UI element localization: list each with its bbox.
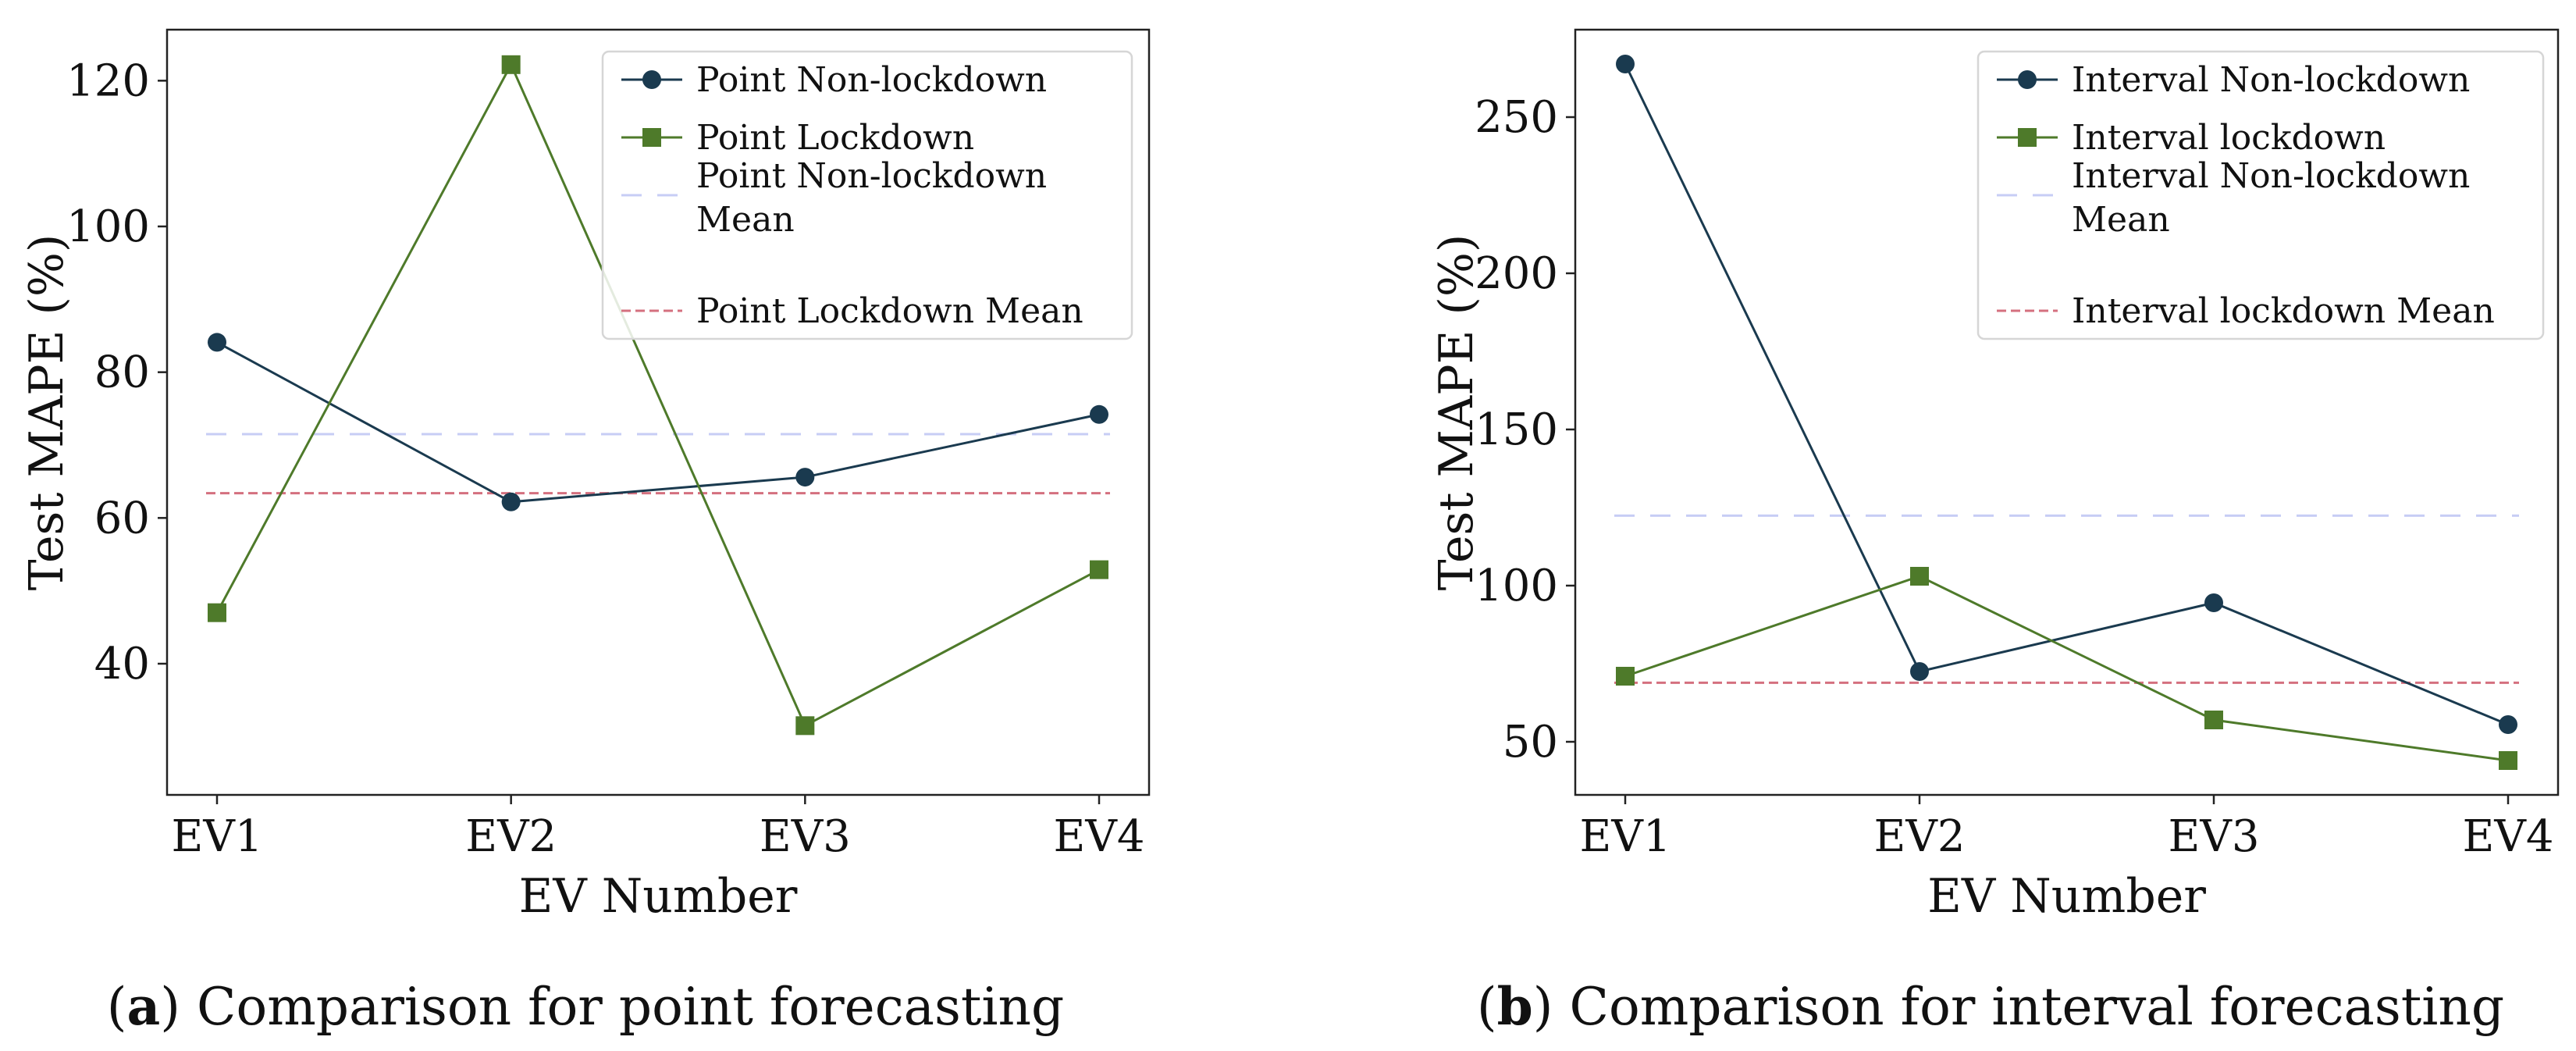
x-tick-label: EV1 xyxy=(172,811,263,862)
series-line xyxy=(1624,575,2509,762)
data-point xyxy=(1090,404,1108,424)
caption-text: Comparison for point forecasting xyxy=(197,977,1064,1037)
y-tick-label: 100 xyxy=(1475,561,1558,611)
legend-label: Point Non-lockdown xyxy=(696,60,1047,100)
data-point xyxy=(2499,751,2517,770)
y-tick-label: 100 xyxy=(66,201,150,252)
series-line xyxy=(215,62,1100,728)
legend-label: Interval Non-lockdown xyxy=(2072,156,2470,196)
data-point xyxy=(1616,55,1635,73)
data-point xyxy=(1616,667,1635,686)
x-tick-label: EV2 xyxy=(465,811,557,862)
y-tick-label: 50 xyxy=(1503,717,1558,768)
legend-marker xyxy=(642,128,661,147)
data-point xyxy=(2204,593,2223,612)
plot-frame xyxy=(165,28,1151,796)
data-point xyxy=(2499,715,2517,734)
x-tick-label: EV4 xyxy=(2463,811,2554,862)
legend-box xyxy=(601,50,1133,340)
x-tick-label: EV1 xyxy=(1580,811,1671,862)
y-axis-label: Test MAPE (%) xyxy=(1429,234,1484,591)
chart-panel-a: 40 60 80 100 120 EV1 EV2 EV3 EV4 EV Number Test MA… xyxy=(20,28,1151,1037)
data-point xyxy=(1910,567,1929,586)
x-tick-label: EV3 xyxy=(760,811,851,862)
data-point xyxy=(501,492,521,511)
legend-label: Interval lockdown xyxy=(2072,118,2386,158)
legend-label: Interval Non-lockdown xyxy=(2072,60,2470,100)
panel-caption: (a) Comparison for point forecasting xyxy=(107,976,1065,1037)
data-point xyxy=(501,55,521,74)
y-tick-label: 80 xyxy=(94,347,150,398)
x-tick-label: EV2 xyxy=(1874,811,1966,862)
y-tick-label: 60 xyxy=(94,493,150,543)
x-tick-label: EV3 xyxy=(2169,811,2260,862)
y-tick-label: 200 xyxy=(1475,248,1558,299)
y-tick-label: 250 xyxy=(1475,92,1558,143)
legend-label: Point Lockdown Mean xyxy=(696,291,1083,331)
y-tick-label: 150 xyxy=(1475,404,1558,455)
y-tick-label: 120 xyxy=(66,55,150,106)
y-tick-label: 40 xyxy=(94,639,150,689)
panel-letter: b xyxy=(1497,976,1533,1037)
legend-marker xyxy=(642,70,661,89)
data-point xyxy=(795,716,815,736)
caption-paren: ) xyxy=(160,977,197,1037)
caption-text: Comparison for interval forecasting xyxy=(1569,977,2504,1037)
series-line xyxy=(1624,63,2509,726)
panel-caption: (b) Comparison for interval forecasting xyxy=(1477,976,2504,1037)
data-point xyxy=(795,468,815,487)
y-axis-label: Test MAPE (%) xyxy=(20,234,74,591)
data-point xyxy=(2204,711,2223,729)
x-tick-label: EV4 xyxy=(1054,811,1145,862)
legend-label: Mean xyxy=(2072,200,2170,240)
plot-frame xyxy=(1574,28,2560,796)
data-point xyxy=(208,603,226,622)
legend-label: Point Lockdown xyxy=(696,118,974,158)
legend-box xyxy=(1976,50,2545,340)
x-axis-label: EV Number xyxy=(1927,869,2206,924)
caption-paren: ( xyxy=(107,977,127,1037)
legend-marker xyxy=(2018,128,2037,147)
legend-marker xyxy=(2018,70,2037,89)
x-axis-label: EV Number xyxy=(519,869,798,924)
series-line xyxy=(216,341,1100,504)
legend-label: Point Non-lockdown xyxy=(696,156,1047,196)
data-point xyxy=(208,333,226,352)
data-point xyxy=(1910,662,1929,681)
caption-paren: ( xyxy=(1477,977,1497,1037)
legend-label: Interval lockdown Mean xyxy=(2072,291,2495,331)
panel-letter: a xyxy=(126,976,160,1037)
data-point xyxy=(1090,560,1108,579)
caption-paren: ) xyxy=(1533,977,1570,1037)
legend-label: Mean xyxy=(696,200,795,240)
chart-panel-b: 50 100 150 200 250 EV1 EV2 EV3 EV4 EV Number Test … xyxy=(1429,28,2560,1037)
